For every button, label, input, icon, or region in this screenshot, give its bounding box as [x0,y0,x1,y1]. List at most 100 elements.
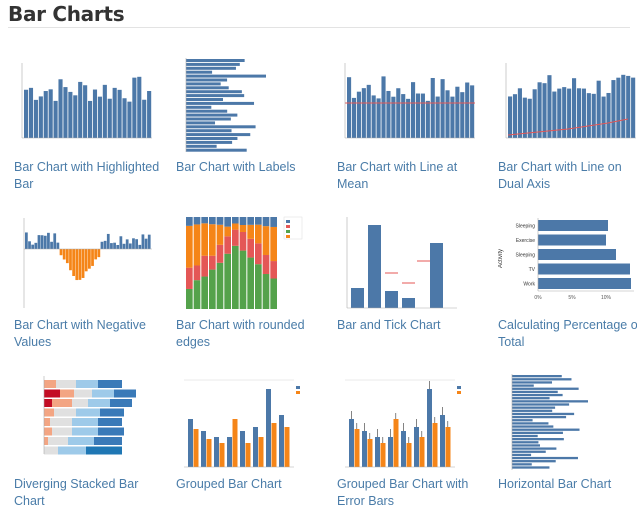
thumbnail-line-mean[interactable] [337,55,477,155]
bar [201,276,208,309]
bar [135,239,138,249]
bar [78,81,83,138]
bar [98,380,122,388]
bar [58,446,86,455]
gallery-link-label[interactable]: Grouped Bar Chart [176,477,282,491]
bar [366,84,371,138]
bar [420,93,425,138]
bar [465,82,470,138]
bar [381,76,386,138]
bar [616,77,621,138]
thumbnail-grouped-error[interactable] [337,372,477,472]
bar [56,380,76,388]
bar [62,249,66,260]
bar [224,217,231,227]
bar [581,88,586,138]
bar [216,262,224,309]
bar [54,408,76,417]
bar [567,88,572,138]
bar [445,90,450,138]
bar [34,242,38,249]
bar [44,427,52,436]
bar [508,96,513,138]
bar [33,99,38,138]
bar [576,88,582,138]
bar [427,389,432,467]
gallery-link-label[interactable]: Bar and Tick Chart [337,318,441,332]
thumbnail-bar-labels[interactable] [176,55,316,155]
gallery-link-label[interactable]: Bar Chart with Negative Values [14,318,147,349]
gallery-link-label[interactable]: Grouped Bar Chart with Error Bars [337,477,469,508]
thumbnail-grouped[interactable] [176,372,316,472]
bar [216,244,224,263]
bar [377,429,378,437]
category-label: TV [529,267,536,273]
thumbnail-rounded-edges[interactable] [176,213,316,313]
bar [75,249,79,281]
thumbnail-highlighted-bar[interactable] [14,55,154,155]
bar [186,144,217,148]
bar [391,96,396,138]
bar [209,255,216,270]
thumbnail-diverging-stacked[interactable] [14,372,154,472]
bar [219,443,225,467]
bar [48,89,53,138]
thumbnail-negative-values[interactable] [14,213,154,313]
bar [512,460,556,463]
thumbnail-horizontal[interactable] [498,372,637,472]
bar [512,431,563,434]
gallery-link-label[interactable]: Bar Chart with Labels [176,160,296,174]
bar [227,437,232,467]
thumbnail-dual-axis[interactable] [498,55,637,155]
bar [193,429,199,467]
bar [186,59,245,62]
bar [147,234,151,249]
gallery-link-label[interactable]: Bar Chart with Line at Mean [337,160,458,191]
bar [68,437,94,445]
gallery-link-label[interactable]: Bar Chart with Highlighted Bar [14,160,160,191]
bar [354,429,360,467]
gallery-link-label[interactable]: Bar Chart with rounded edges [176,318,305,349]
bar [98,418,122,426]
bar [414,427,419,467]
category-label: Work [523,282,535,288]
diverging-stacked-chart-preview [43,376,136,455]
bar [92,389,114,398]
bar [216,217,224,225]
bar [72,427,98,436]
bar [53,100,58,138]
bar [186,217,193,226]
percent-total-chart-preview: Activity SleepingExerciseSleepingTVWork … [498,218,634,301]
bar [83,85,88,138]
bar [271,423,277,467]
bar [512,444,541,447]
bar [279,415,284,467]
thumbnail-bar-tick[interactable] [337,213,477,313]
tick-label: 0% [534,295,542,301]
thumbnail-percent-total[interactable]: Activity Sleeping Exercise Sleeping TV Work … [498,213,637,313]
bar [380,443,386,467]
bar [455,86,460,138]
category-label: Sleeping [516,253,536,259]
gallery-link-label[interactable]: Diverging Stacked Bar Chart [14,477,139,508]
bar [206,439,212,467]
gallery-link-label[interactable]: Bar Chart with Line on Dual Axis [498,160,622,191]
bar [512,397,550,400]
bar [361,88,366,138]
bar [239,224,247,232]
bar [527,98,532,138]
bars [508,74,636,138]
bar-tick-chart-preview [346,217,457,309]
bar [74,389,92,398]
gallery-link-label[interactable]: Horizontal Bar Chart [498,477,612,491]
bar [356,423,358,429]
gallery-link-label[interactable]: Calculating Percentage of Total [498,318,637,349]
bars [186,59,266,152]
bar [262,254,270,275]
category-label: Sleeping [516,224,536,230]
bar [50,418,72,426]
bar [512,403,570,406]
bar [512,441,539,444]
bar [401,94,406,138]
bar [186,267,193,289]
